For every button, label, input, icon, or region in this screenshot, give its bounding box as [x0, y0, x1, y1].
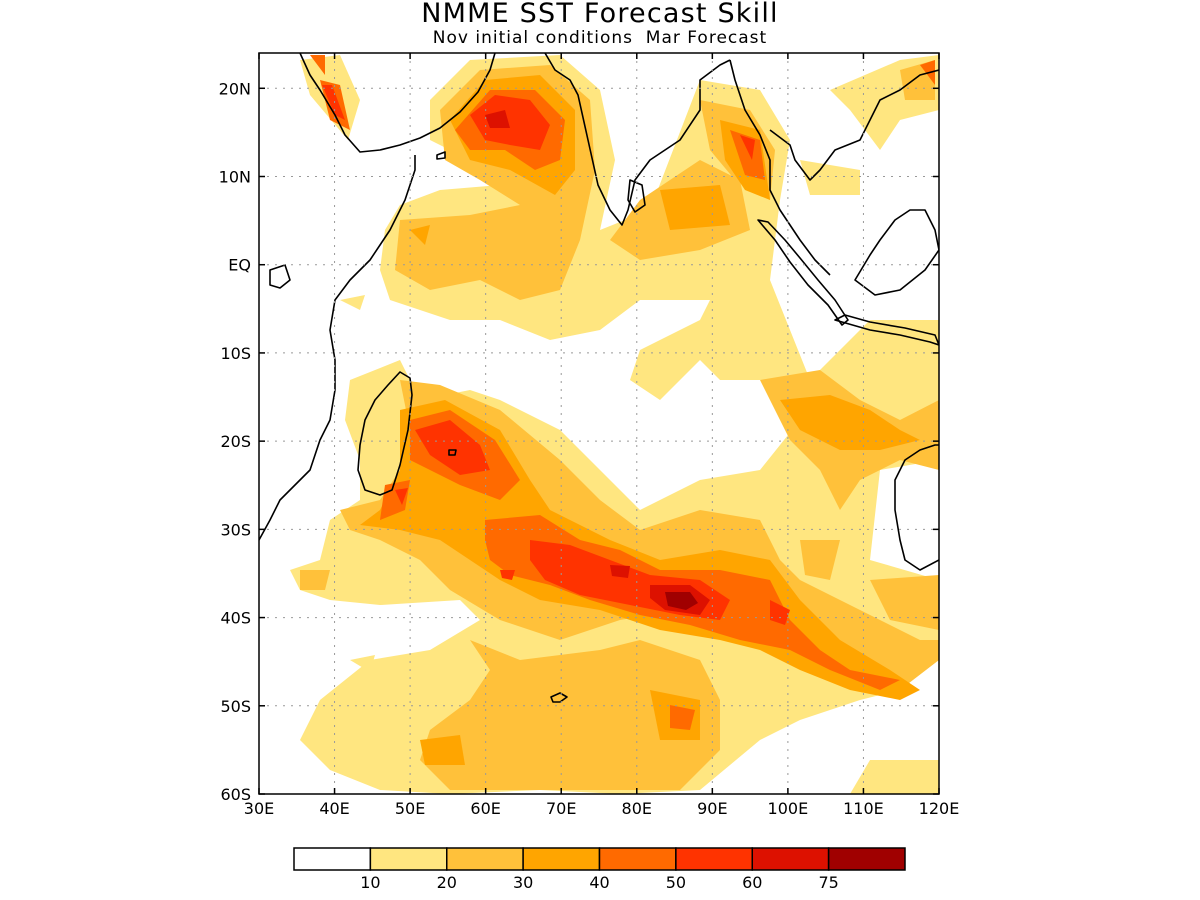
- lon-tick-label: 110E: [843, 799, 884, 818]
- colorbar-swatch: [598, 847, 677, 871]
- lon-tick-label: 120E: [919, 799, 960, 818]
- colorbar: 10 20 30 40 50 60 75: [293, 847, 906, 892]
- kerguelen: [550, 692, 568, 703]
- java: [834, 314, 939, 346]
- colorbar-label: 10: [360, 873, 380, 892]
- burma-malay-coast: [729, 59, 939, 276]
- lat-tick-label: 30S: [220, 520, 251, 539]
- lon-tick-label: 70E: [546, 799, 576, 818]
- map-gridlines: [259, 53, 939, 794]
- colorbar-label: 50: [666, 873, 686, 892]
- lon-tick-label: 40E: [319, 799, 349, 818]
- lake-victoria: [269, 264, 291, 289]
- colorbar-swatch: [522, 847, 601, 871]
- sumatra: [757, 219, 849, 326]
- mauritius: [448, 449, 457, 456]
- colorbar-swatch: [675, 847, 753, 871]
- lon-tick-label: 30E: [244, 799, 274, 818]
- sri-lanka: [627, 179, 646, 213]
- india-coast: [544, 53, 731, 226]
- lat-tick-label: 10N: [219, 168, 251, 187]
- lon-tick-label: 100E: [768, 799, 809, 818]
- colorbar-label: 40: [589, 873, 609, 892]
- lon-tick-label: 90E: [697, 799, 727, 818]
- colorbar-swatch: [827, 847, 906, 871]
- arabian-peninsula-coast: [299, 53, 496, 153]
- colorbar-label: 20: [437, 873, 457, 892]
- madagascar: [357, 371, 413, 496]
- chart-title: NMME SST Forecast Skill: [421, 0, 779, 29]
- skill-level-75: [665, 592, 698, 610]
- lon-tick-label: 50E: [395, 799, 425, 818]
- lat-tick-label: 10S: [220, 344, 251, 363]
- colorbar-label: 75: [818, 873, 838, 892]
- colorbar-label: 30: [513, 873, 533, 892]
- colorbar-swatch: [446, 847, 524, 871]
- borneo: [854, 209, 939, 296]
- coastlines: [259, 53, 939, 703]
- lat-tick-label: EQ: [228, 256, 251, 275]
- skill-field: [290, 55, 939, 794]
- colorbar-label: 60: [742, 873, 762, 892]
- australia-coast: [894, 444, 939, 571]
- colorbar-swatch: [751, 847, 830, 871]
- axis-ticks: [258, 53, 940, 795]
- lat-tick-label: 40S: [220, 609, 251, 628]
- chart-subtitle: Nov initial conditions Mar Forecast: [432, 28, 768, 48]
- map-frame: [258, 52, 940, 795]
- lat-tick-label: 20S: [220, 432, 251, 451]
- latitude-labels: 20N 10N EQ 10S 20S 30S 40S 50S 60S: [219, 79, 251, 804]
- lat-tick-label: 50S: [220, 697, 251, 716]
- colorbar-swatch: [369, 847, 448, 871]
- lon-tick-label: 60E: [470, 799, 500, 818]
- colorbar-swatch: [293, 847, 372, 871]
- lat-tick-label: 60S: [220, 785, 251, 804]
- east-africa-coast: [259, 155, 416, 541]
- lon-tick-label: 80E: [622, 799, 652, 818]
- lat-tick-label: 20N: [219, 79, 251, 98]
- longitude-labels: 30E 40E 50E 60E 70E 80E 90E 100E 110E 120E: [244, 799, 960, 818]
- socotra: [436, 151, 446, 160]
